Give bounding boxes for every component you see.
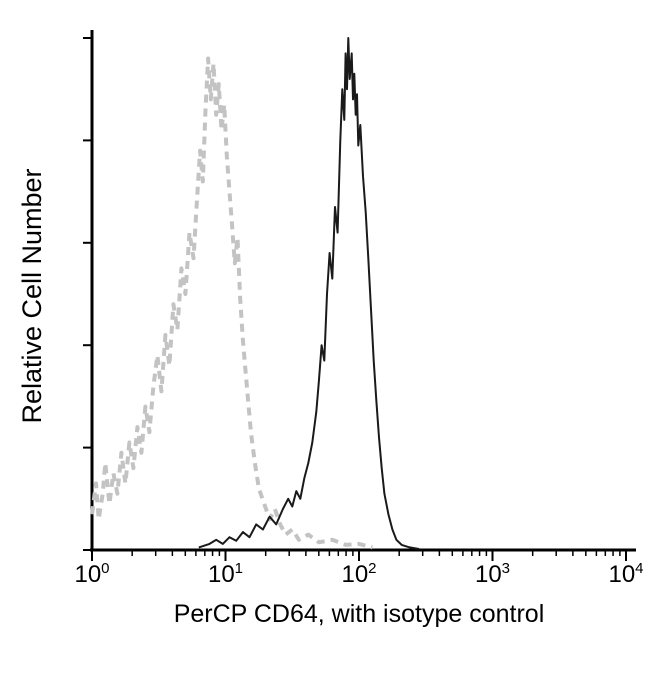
y-axis-label: Relative Cell Number [17, 168, 47, 424]
series-percp-cd64 [198, 37, 420, 550]
x-axis-title: PerCP CD64, with isotype control [173, 600, 545, 628]
series-isotype-control [90, 56, 373, 550]
